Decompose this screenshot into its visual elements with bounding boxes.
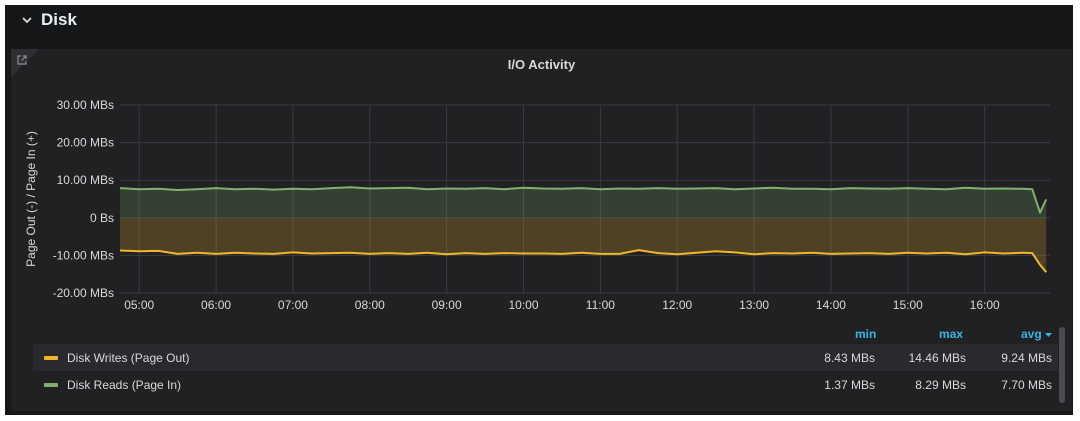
x-tick-label: 09:00 <box>432 298 462 312</box>
x-tick-label: 12:00 <box>662 298 692 312</box>
legend-header: min max avg <box>33 325 1058 343</box>
caret-down-icon <box>1045 333 1053 337</box>
x-tick-label: 05:00 <box>124 298 154 312</box>
series-line-reads <box>119 186 1048 214</box>
legend-row-reads[interactable]: Disk Reads (Page In) 1.37 MBs 8.29 MBs 7… <box>33 371 1058 398</box>
row-header[interactable]: Disk <box>5 5 1073 35</box>
legend-scrollbar[interactable] <box>1059 327 1065 403</box>
legend-header-avg[interactable]: avg <box>1021 327 1053 341</box>
io-activity-chart: 30.00 MBs 20.00 MBs 10.00 MBs 0 Bs -10.00 MB… <box>24 98 1050 312</box>
y-tick-label: 0 Bs <box>90 211 114 225</box>
x-tick-label: 11:00 <box>586 298 615 312</box>
panel-corner <box>11 49 39 77</box>
legend-min-reads: 1.37 MBs <box>824 378 875 392</box>
legend-table: min max avg Disk Writes (Page Out) 8.43 … <box>33 325 1058 399</box>
legend-avg-writes: 9.24 MBs <box>1001 351 1052 365</box>
legend-label-reads[interactable]: Disk Reads (Page In) <box>67 377 182 392</box>
x-tick-label: 08:00 <box>355 298 385 312</box>
x-tick-label: 06:00 <box>201 298 231 312</box>
chevron-down-icon[interactable] <box>21 14 33 26</box>
legend-max-writes: 14.46 MBs <box>908 351 966 365</box>
legend-row-writes[interactable]: Disk Writes (Page Out) 8.43 MBs 14.46 MB… <box>33 344 1058 371</box>
x-tick-label: 15:00 <box>893 298 923 312</box>
x-tick-label: 10:00 <box>508 298 538 312</box>
y-tick-label: 20.00 MBs <box>57 136 114 150</box>
series-area-reads <box>120 187 1047 218</box>
legend-header-avg-label: avg <box>1021 327 1042 341</box>
legend-max-reads: 8.29 MBs <box>915 378 966 392</box>
legend-min-writes: 8.43 MBs <box>824 351 875 365</box>
y-axis-label: Page Out (-) / Page In (+) <box>24 131 38 267</box>
series-line-writes <box>119 249 1047 273</box>
legend-swatch-reads[interactable] <box>44 382 58 387</box>
graph-panel: I/O Activity 30.00 MBs 20.00 MBs 10.00 MBs… <box>11 49 1072 411</box>
legend-swatch-writes[interactable] <box>44 355 58 360</box>
legend-avg-reads: 7.70 MBs <box>1001 378 1052 392</box>
y-tick-label: -20.00 MBs <box>53 286 114 300</box>
x-tick-label: 13:00 <box>739 298 769 312</box>
x-tick-label: 14:00 <box>816 298 846 312</box>
legend-label-writes[interactable]: Disk Writes (Page Out) <box>67 350 190 365</box>
dashboard-frame: Disk I/O Activity 30.00 MBs 20.00 MBs 10.0… <box>5 5 1073 415</box>
y-tick-label: 10.00 MBs <box>57 173 114 187</box>
legend-header-max[interactable]: max <box>939 327 964 341</box>
y-tick-label: -10.00 MBs <box>53 248 114 262</box>
legend-header-min[interactable]: min <box>855 327 877 341</box>
x-tick-label: 07:00 <box>278 298 308 312</box>
x-tick-label: 16:00 <box>970 298 1000 312</box>
panel-title[interactable]: I/O Activity <box>507 57 576 72</box>
external-link-icon[interactable] <box>16 53 28 65</box>
y-tick-label: 30.00 MBs <box>57 98 114 112</box>
row-title: Disk <box>41 10 77 29</box>
series-area-writes <box>120 217 1047 273</box>
